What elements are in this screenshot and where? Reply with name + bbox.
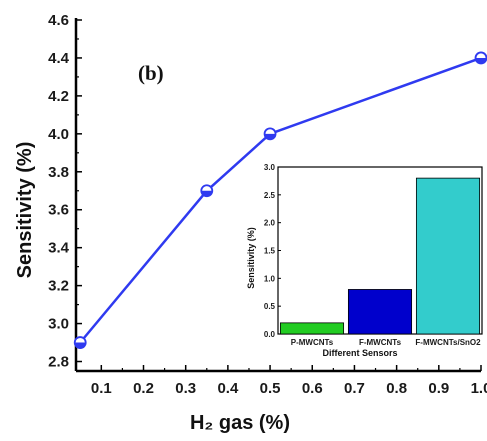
inset-y-tick-label: 0.5 — [264, 302, 276, 311]
y-axis-title: Sensitivity (%) — [14, 142, 36, 279]
x-tick-label: 0.2 — [133, 380, 154, 397]
inset-y-tick-label: 3.0 — [264, 163, 276, 172]
data-point-fill — [74, 342, 86, 349]
series-line — [79, 56, 482, 344]
x-tick-label: 0.1 — [91, 380, 112, 397]
x-tick-label: 0.9 — [428, 380, 449, 397]
y-tick-label: 2.8 — [48, 354, 69, 371]
inset-x-tick-label: F-MWCNTs — [359, 338, 402, 347]
inset-y-tick-label: 2.0 — [264, 219, 276, 228]
inset-x-tick-label: P-MWCNTs — [291, 338, 334, 347]
inset-y-tick-label: 0.0 — [264, 330, 276, 339]
inset-bar — [347, 289, 413, 335]
inset-y-tick-label: 2.5 — [264, 191, 276, 200]
x-tick-label: 0.6 — [302, 380, 323, 397]
data-point-fill — [201, 190, 213, 197]
x-tick-label: 1.0 — [471, 380, 487, 397]
y-tick-label: 3.0 — [48, 316, 69, 333]
data-point-fill — [475, 57, 487, 64]
inset-x-tick-label: F-MWCNTs/SnO2 — [415, 338, 481, 347]
x-axis-title: H₂ gas (%) — [190, 412, 290, 434]
x-tick-label: 0.4 — [217, 380, 239, 397]
y-tick-label: 4.6 — [48, 12, 69, 29]
y-tick-label: 3.2 — [48, 278, 69, 295]
data-point-fill — [264, 133, 276, 140]
x-tick-label: 0.7 — [344, 380, 365, 397]
inset-bar — [415, 177, 481, 335]
y-tick-label: 3.4 — [48, 240, 70, 257]
inset-y-axis-title: Sensitivity (%) — [246, 227, 256, 289]
x-tick-label: 0.3 — [175, 380, 196, 397]
inset-bar — [279, 322, 345, 335]
inset-y-tick-label: 1.0 — [264, 274, 276, 283]
y-tick-label: 4.4 — [48, 50, 70, 67]
x-tick-label: 0.8 — [386, 380, 407, 397]
y-tick-label: 4.2 — [48, 88, 69, 105]
inset-y-tick-label: 1.5 — [264, 247, 276, 256]
y-tick-label: 4.0 — [48, 126, 69, 143]
panel-label: (b) — [138, 61, 164, 85]
y-tick-label: 3.6 — [48, 202, 69, 219]
inset-x-axis-title: Different Sensors — [322, 348, 397, 358]
x-tick-label: 0.5 — [260, 380, 281, 397]
y-tick-label: 3.8 — [48, 164, 69, 181]
